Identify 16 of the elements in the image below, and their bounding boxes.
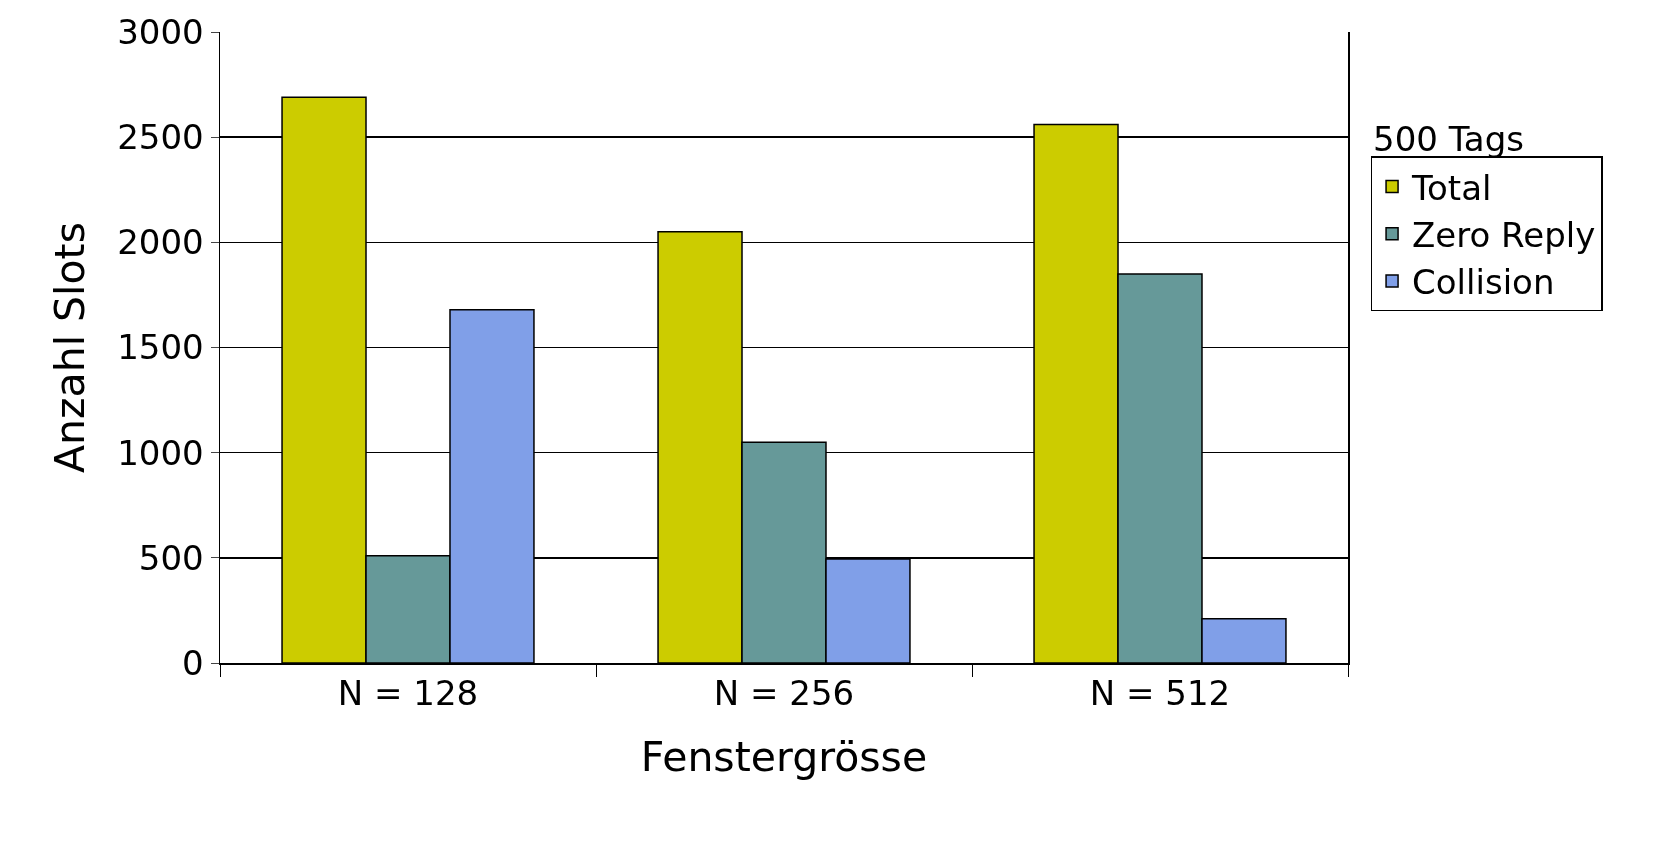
text: 500 Tags <box>1373 119 1524 159</box>
legend-label: Total <box>1411 167 1492 208</box>
x-tick-label: N = 128 <box>337 673 479 714</box>
y-tick-label: 0 <box>182 642 204 683</box>
legend-label: Collision <box>1412 262 1555 303</box>
y-tick-label: 1500 <box>117 327 204 368</box>
x-tick-label: N = 256 <box>713 673 855 714</box>
y-tick-label: 2500 <box>117 117 204 158</box>
x-axis-title: Fenstergrösse <box>640 733 928 782</box>
x-tick-label: N = 512 <box>1089 673 1231 714</box>
legend-label: Zero Reply <box>1412 214 1596 255</box>
y-tick-label: 3000 <box>117 11 204 52</box>
y-axis-title: Anzahl Slots <box>45 221 94 474</box>
y-tick-label: 500 <box>138 537 204 578</box>
y-tick-label: 2000 <box>117 222 204 263</box>
y-tick-label: 1000 <box>117 432 204 473</box>
